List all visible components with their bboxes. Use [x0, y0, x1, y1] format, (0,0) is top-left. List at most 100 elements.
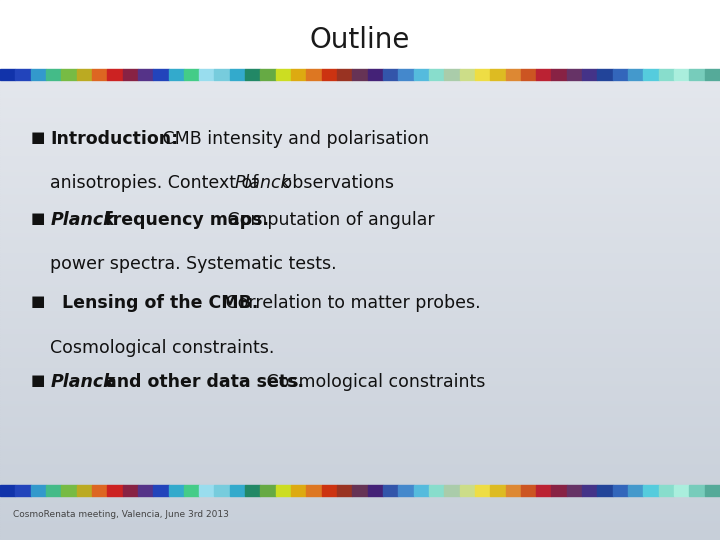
Text: observations: observations — [276, 174, 394, 192]
Bar — [0, 153, 720, 155]
Bar — [0, 347, 720, 349]
Bar — [659, 69, 674, 80]
Bar — [0, 164, 720, 166]
Bar — [0, 457, 720, 459]
Bar — [0, 455, 720, 457]
Bar — [0, 333, 720, 335]
Bar — [475, 69, 490, 80]
Bar — [0, 56, 720, 58]
Text: ■: ■ — [30, 294, 45, 309]
Bar — [475, 485, 490, 496]
Bar — [0, 133, 720, 135]
Bar — [0, 421, 720, 423]
Bar — [0, 43, 720, 45]
Bar — [0, 403, 720, 405]
Bar — [705, 69, 720, 80]
Bar — [307, 485, 322, 496]
Bar — [61, 69, 76, 80]
Text: and other data sets.: and other data sets. — [99, 373, 305, 390]
Bar — [0, 120, 720, 123]
Bar — [0, 412, 720, 414]
Bar — [0, 220, 720, 221]
Bar — [0, 106, 720, 108]
Bar — [0, 297, 720, 299]
Bar — [107, 69, 122, 80]
Bar — [0, 459, 720, 461]
Bar — [0, 61, 720, 63]
Bar — [0, 128, 720, 130]
Bar — [0, 536, 720, 538]
Bar — [0, 335, 720, 336]
Bar — [0, 315, 720, 317]
Bar — [352, 485, 368, 496]
Bar — [0, 493, 720, 495]
Bar — [0, 328, 720, 329]
Bar — [0, 184, 720, 185]
Bar — [0, 282, 720, 285]
Bar — [0, 265, 720, 266]
Bar — [444, 485, 459, 496]
Bar — [0, 353, 720, 355]
Bar — [0, 308, 720, 309]
Bar — [552, 69, 567, 80]
Bar — [0, 533, 720, 535]
Bar — [0, 191, 720, 193]
Bar — [184, 69, 199, 80]
Bar — [0, 97, 720, 99]
Bar — [0, 393, 720, 394]
Bar — [0, 517, 720, 518]
Bar — [0, 180, 720, 182]
Bar — [122, 69, 138, 80]
Bar — [429, 485, 444, 496]
Bar — [0, 76, 720, 77]
Bar — [0, 454, 720, 455]
Bar — [0, 66, 720, 69]
Bar — [0, 513, 720, 515]
Bar — [0, 270, 720, 272]
Bar — [0, 216, 720, 218]
Bar — [413, 485, 429, 496]
Bar — [0, 211, 720, 212]
Bar — [0, 31, 720, 32]
Bar — [0, 130, 720, 131]
Bar — [0, 38, 720, 39]
Bar — [536, 485, 552, 496]
Bar — [0, 277, 720, 279]
Bar — [644, 485, 659, 496]
Text: CosmoRenata meeting, Valencia, June 3rd 2013: CosmoRenata meeting, Valencia, June 3rd … — [13, 510, 229, 518]
Bar — [0, 529, 720, 531]
Bar — [0, 495, 720, 497]
Bar — [0, 409, 720, 410]
Bar — [0, 88, 720, 90]
Bar — [0, 239, 720, 241]
Bar — [0, 380, 720, 382]
Bar — [0, 63, 720, 65]
Bar — [0, 225, 720, 227]
Bar — [0, 187, 720, 189]
Bar — [0, 313, 720, 315]
Bar — [0, 110, 720, 112]
Bar — [0, 488, 720, 490]
Bar — [0, 5, 720, 7]
Bar — [0, 200, 720, 201]
Bar — [0, 427, 720, 428]
Bar — [0, 437, 720, 439]
Bar — [0, 49, 720, 50]
Text: Computation of angular: Computation of angular — [222, 211, 434, 228]
Bar — [0, 231, 720, 232]
Bar — [0, 137, 720, 139]
Bar — [0, 292, 720, 293]
Bar — [398, 69, 413, 80]
Bar — [0, 461, 720, 463]
Bar — [31, 485, 46, 496]
Bar — [0, 448, 720, 450]
Text: Cosmological constraints: Cosmological constraints — [261, 373, 486, 390]
Text: anisotropies. Context of: anisotropies. Context of — [50, 174, 264, 192]
Bar — [0, 279, 720, 281]
Bar — [0, 322, 720, 324]
Bar — [76, 69, 92, 80]
Bar — [0, 50, 720, 52]
Bar — [0, 474, 720, 475]
Bar — [0, 286, 720, 288]
Bar — [0, 171, 720, 173]
